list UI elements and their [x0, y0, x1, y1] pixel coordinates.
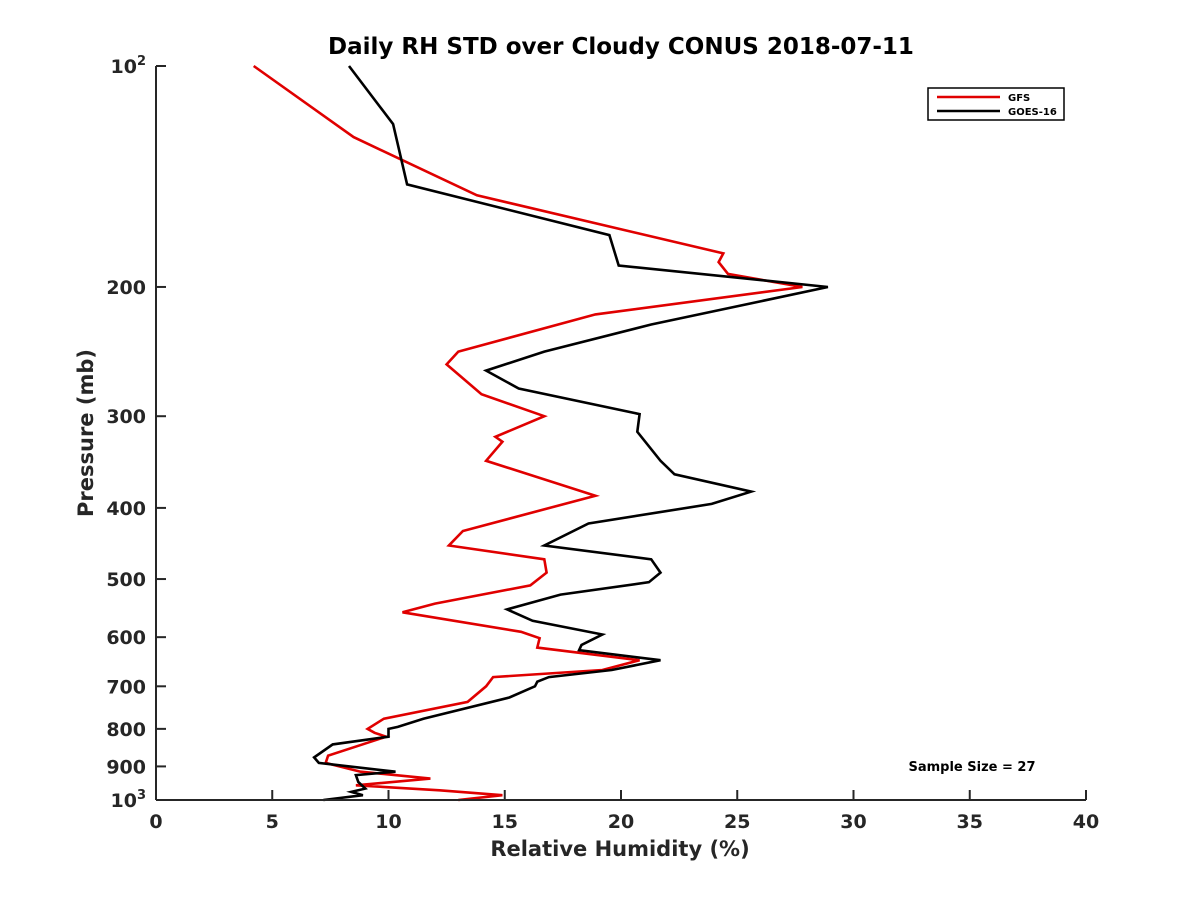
- x-tick-label: 5: [266, 811, 279, 833]
- legend-label-goes-16: GOES-16: [1008, 107, 1057, 118]
- y-axis-label: Pressure (mb): [74, 349, 98, 517]
- y-tick-label: 103: [111, 788, 147, 812]
- plot-area: [252, 64, 829, 802]
- x-tick-label: 25: [724, 811, 750, 833]
- axes: 0 5 10 15 20 25 30 35 40 102 200 300 400 500 600 700 800…: [106, 54, 1099, 833]
- y-tick-label: 200: [106, 277, 146, 299]
- x-tick-label: 0: [149, 811, 162, 833]
- x-tick-label: 30: [840, 811, 866, 833]
- y-tick-label: 500: [106, 569, 146, 591]
- chart-title: Daily RH STD over Cloudy CONUS 2018-07-1…: [328, 34, 914, 60]
- x-axis-label: Relative Humidity (%): [490, 837, 749, 861]
- series-line-goes-16: [312, 65, 829, 802]
- x-tick-label: 20: [608, 811, 634, 833]
- y-tick-label: 800: [106, 719, 146, 741]
- x-tick-label: 10: [375, 811, 401, 833]
- y-tick-label: 300: [106, 406, 146, 428]
- y-tick-label: 600: [106, 627, 146, 649]
- x-tick-label: 40: [1073, 811, 1099, 833]
- legend-label-gfs: GFS: [1008, 93, 1030, 104]
- legend: GFS GOES-16: [927, 87, 1065, 121]
- y-tick-label: 400: [106, 498, 146, 520]
- y-tick-label: 700: [106, 676, 146, 698]
- series-line-gfs: [252, 64, 803, 802]
- x-tick-label: 35: [957, 811, 983, 833]
- y-tick-label: 900: [106, 756, 146, 778]
- sample-size-annotation: Sample Size = 27: [908, 760, 1035, 775]
- x-tick-label: 15: [492, 811, 518, 833]
- legend-box: [927, 87, 1065, 121]
- y-tick-label: 102: [111, 54, 147, 78]
